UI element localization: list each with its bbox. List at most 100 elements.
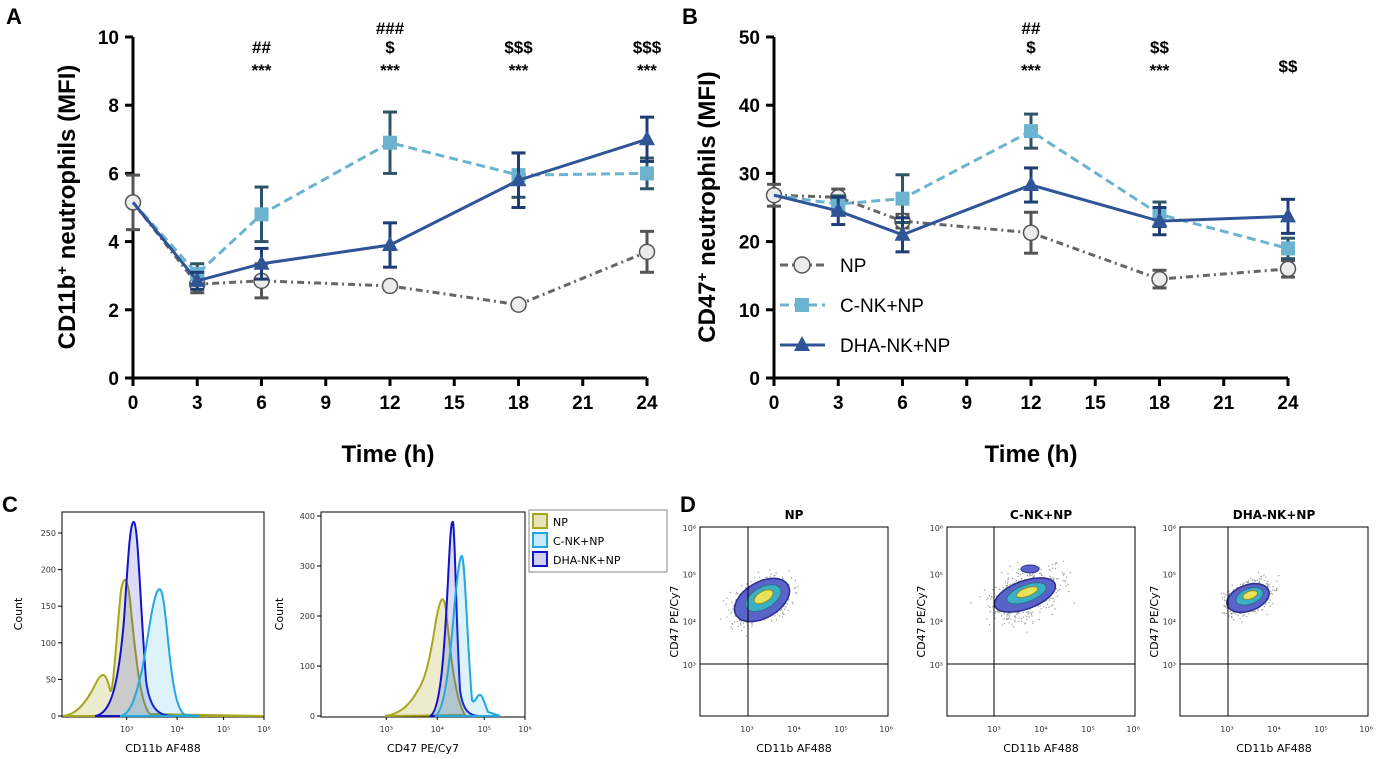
scatter-point <box>759 576 761 578</box>
histogram-legend-np-label: NP <box>553 516 568 529</box>
scatter-point <box>1059 584 1062 586</box>
chart-b-axes: 0 10 20 30 40 50 0 3 6 9 12 15 18 21 24 <box>739 28 1299 414</box>
scatter-point <box>785 606 787 608</box>
scatter-point <box>741 630 743 632</box>
y-tick-label: 10 <box>98 28 119 49</box>
y-tick-label: 10⁴ <box>930 618 943 627</box>
scatter-point <box>1050 577 1052 579</box>
scatter-point <box>1260 575 1262 577</box>
x-tick-label: 12 <box>379 393 400 414</box>
scatter-point <box>1018 612 1020 614</box>
y-tick-label: 0 <box>749 369 760 390</box>
scatter-point <box>1027 611 1029 613</box>
scatter-point <box>794 586 797 589</box>
scatter-point <box>1003 618 1005 620</box>
series-c-nk-np <box>131 110 654 286</box>
scatter-point <box>1233 619 1235 621</box>
scatter-point <box>1002 587 1005 589</box>
scatter-point <box>1037 605 1040 607</box>
scatter-point <box>1012 583 1014 585</box>
y-tick-label: 10³ <box>930 661 943 670</box>
scatter-point <box>1054 563 1056 565</box>
density-contour-core <box>1242 590 1258 601</box>
scatter-point <box>1267 584 1269 586</box>
scatter-point <box>787 598 790 600</box>
scatter-point <box>1017 572 1019 575</box>
panel-label-d: D <box>680 492 696 517</box>
scatter-point <box>1067 583 1069 585</box>
significance-label: *** <box>1150 61 1170 80</box>
scatter-point <box>1251 610 1253 612</box>
scatter-point <box>1269 599 1272 601</box>
density-contour-core <box>1016 586 1039 599</box>
scatter-point <box>1052 598 1054 600</box>
data-point <box>1279 260 1297 278</box>
scatter-point <box>988 605 990 607</box>
scatter-point <box>1006 618 1008 620</box>
x-tick-label: 3 <box>833 393 844 414</box>
scatter-point <box>1257 610 1259 612</box>
scatter-point <box>1004 581 1007 583</box>
series-line <box>131 201 648 307</box>
scatter-point <box>1223 605 1225 608</box>
scatter-xlabel: CD11b AF488 <box>1003 742 1078 755</box>
scatter-point <box>1048 606 1050 608</box>
y-tick-label: 10⁴ <box>683 618 696 627</box>
scatter-point <box>1038 618 1041 621</box>
scatter-point <box>1223 612 1225 614</box>
scatter-point <box>730 612 732 614</box>
y-tick-label: 10⁵ <box>1163 570 1176 579</box>
scatter-point <box>1246 615 1248 618</box>
scatter-point <box>989 595 991 597</box>
y-tick-label: 10⁴ <box>1163 618 1176 627</box>
y-tick-label: 40 <box>739 96 760 117</box>
scatter-point <box>731 601 733 603</box>
scatter-point <box>1006 613 1008 616</box>
scatter-point <box>1050 570 1052 572</box>
scatter-point <box>1011 623 1013 625</box>
histogram-cd47: 0 100 200 300 400 10³ 10⁴ 10⁵ 10⁶ Count CD47 PE/… <box>273 511 532 755</box>
scatter-point <box>1231 613 1233 615</box>
legend-dha: DHA-NK+NP <box>780 336 950 357</box>
scatter-point <box>766 576 768 578</box>
scatter-point <box>731 623 733 625</box>
significance-label: $ <box>1026 38 1036 57</box>
scatter-point <box>1230 612 1232 614</box>
series-line <box>773 183 1289 237</box>
scatter-point <box>758 571 760 573</box>
scatter-point <box>1274 589 1276 592</box>
scatter-point <box>1266 585 1269 587</box>
x-tick-label: 10⁶ <box>518 725 531 734</box>
series-line <box>773 193 1289 281</box>
scatter-point <box>751 623 753 625</box>
scatter-point <box>1220 592 1222 595</box>
scatter-point <box>1029 608 1031 610</box>
scatter-point <box>1246 582 1249 584</box>
scatter-point <box>1268 585 1270 588</box>
x-tick-label: 18 <box>508 393 529 414</box>
scatter-point <box>995 586 997 589</box>
scatter-point <box>986 618 988 620</box>
scatter-point <box>1029 611 1031 613</box>
scatter-point <box>1276 587 1278 589</box>
scatter-point <box>1264 603 1267 605</box>
scatter-point <box>1266 613 1268 616</box>
y-tick-label: 10³ <box>683 661 696 670</box>
legend-np-label: NP <box>840 256 866 277</box>
scatter-point <box>1008 616 1010 618</box>
significance-label: $$ <box>1150 38 1169 57</box>
scatter-point <box>1257 582 1260 584</box>
scatter-point <box>792 603 794 605</box>
data-point <box>1281 241 1295 256</box>
x-tick-label: 6 <box>256 393 267 414</box>
scatter-point <box>1068 590 1070 593</box>
scatter-point <box>1026 631 1028 633</box>
scatter-point <box>1225 612 1227 615</box>
series-line <box>131 137 648 283</box>
scatter-point <box>1026 611 1028 613</box>
scatter-point <box>730 626 732 628</box>
scatter-point <box>1056 562 1058 564</box>
scatter-point <box>1224 599 1226 601</box>
scatter-point <box>1030 612 1032 615</box>
scatter-point <box>733 605 735 607</box>
